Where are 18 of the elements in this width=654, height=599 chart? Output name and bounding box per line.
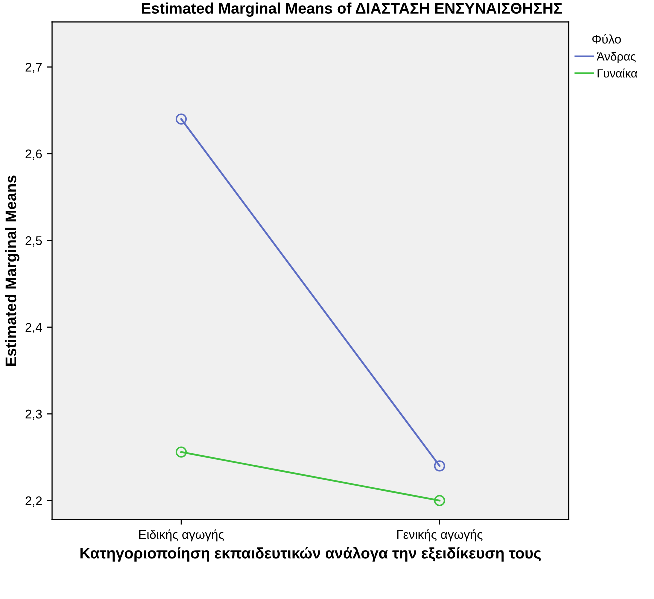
point bbox=[434, 495, 446, 506]
y-tick-label: 2,3 bbox=[26, 410, 42, 420]
x-axis-title: Κατηγοριοποίηση εκπαιδευτικών ανάλογα την εξειδίκευση τους bbox=[80, 547, 542, 562]
y-tick-label: 2,4 bbox=[26, 323, 42, 334]
y-tick-label: 2,7 bbox=[26, 63, 42, 74]
legend-title: Φύλο bbox=[592, 34, 622, 44]
point bbox=[434, 460, 446, 472]
point bbox=[176, 446, 188, 458]
y-axis-title: Estimated Marginal Means bbox=[5, 176, 20, 366]
chart-title: Estimated Marginal Means of ΔΙΑΣΤΑΣΗ ΕΝΣΥΝΑΙΣΘΗΣΗΣ bbox=[142, 2, 562, 18]
legend-label: Άνδρας bbox=[596, 52, 636, 64]
x-tick-label: Γενικής αγωγής bbox=[398, 530, 483, 542]
y-tick-label: 2,2 bbox=[26, 496, 42, 507]
y-tick-label: 2,5 bbox=[26, 236, 42, 247]
x-tick-label: Ειδικής αγωγής bbox=[140, 530, 224, 542]
legend-label: Γυναίκα bbox=[598, 68, 638, 78]
y-tick-label: 2,6 bbox=[26, 150, 42, 160]
point bbox=[176, 114, 188, 125]
